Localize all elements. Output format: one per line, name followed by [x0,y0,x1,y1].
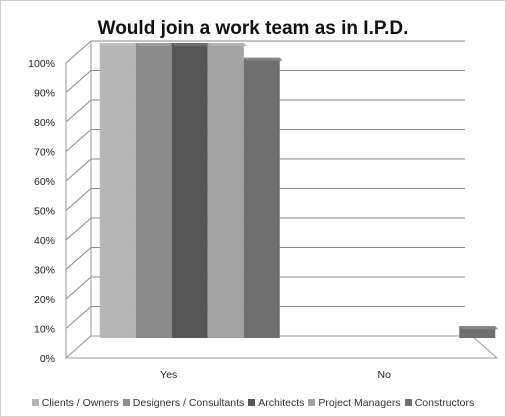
y-tick-label: 60% [34,176,55,188]
legend-swatch [122,399,130,406]
bar [243,57,280,338]
legend-item: Clients / Owners [31,397,119,409]
bar [171,43,208,338]
side-wall-gridline [65,247,92,270]
y-tick-label: 30% [34,265,55,277]
y-tick-label: 10% [34,324,55,336]
y-tick-label: 20% [34,294,55,306]
side-wall-gridline [65,99,92,123]
legend-label: Project Managers [318,397,401,409]
y-tick-label: 100% [28,58,55,70]
legend-swatch [308,399,316,406]
x-tick-label: No [378,369,392,381]
y-tick-label: 80% [34,117,55,129]
bar-top [99,43,139,46]
legend-item: Designers / Consultants [122,397,245,409]
legend-swatch [248,399,256,406]
legend-item: Architects [248,397,304,409]
y-tick-label: 90% [34,88,55,100]
y-tick-label: 50% [34,206,55,218]
chart-legend: Clients / Owners Designers / Consultants A… [1,397,505,409]
side-wall-gridline [65,306,92,329]
side-wall-gridline [65,276,92,300]
side-wall-gridline [65,158,92,182]
chart-plot-area: 0% 10% 20% 30% 40% 50% 60% 70% 80% 90% 100% Yes No [28,40,499,381]
bar-top [171,43,211,46]
legend-label: Architects [258,397,305,409]
legend-label: Designers / Consultants [132,397,245,409]
legend-swatch [31,399,39,406]
legend-label: Constructors [414,397,475,409]
side-wall-gridline [65,217,92,241]
y-tick-label: 40% [34,235,55,247]
bar [99,43,136,338]
bar-top [243,57,283,61]
legend-item: Constructors [404,397,475,409]
x-tick-label: Yes [160,369,177,381]
chart-title: Would join a work team as in I.P.D. [97,18,409,39]
legend-swatch [404,399,412,406]
side-wall-gridline [65,129,92,152]
y-tick-label: 70% [34,147,55,159]
y-tick-label: 0% [40,353,55,365]
bar [135,43,172,338]
side-wall-gridline [65,40,92,64]
bar [459,326,496,338]
bar-top [459,326,499,330]
floor [64,335,499,359]
bar [207,43,244,338]
legend-item: Project Managers [308,397,401,409]
legend-label: Clients / Owners [41,397,119,409]
side-wall-gridline [65,70,92,93]
side-wall-gridline [65,188,92,211]
bar-top [135,43,175,46]
bar-top [207,43,247,46]
